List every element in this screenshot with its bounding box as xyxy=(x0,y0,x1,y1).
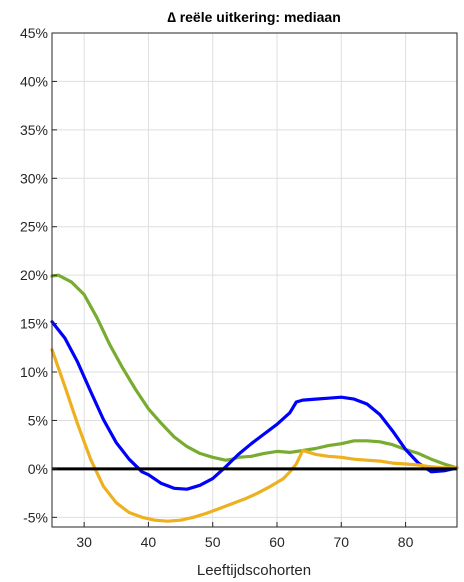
y-tick-label: 40% xyxy=(20,73,48,89)
x-tick-label: 40 xyxy=(141,534,157,550)
y-tick-label: 30% xyxy=(20,170,48,186)
series-line-2 xyxy=(50,320,459,491)
x-axis-label: Leeftijdscohorten xyxy=(197,562,311,579)
y-tick-label: 10% xyxy=(20,364,48,380)
axis-ticks: 45% 40% 35% 30% 25% 20% 15% 10% 5% 0% -5% 30 40 50 60 7… xyxy=(20,25,414,550)
y-tick-label: 25% xyxy=(20,219,48,235)
x-tick-label: 60 xyxy=(269,534,285,550)
series-line-3 xyxy=(50,348,459,523)
x-tick-label: 50 xyxy=(205,534,221,550)
y-tick-label: 20% xyxy=(20,267,48,283)
y-tick-label: 35% xyxy=(20,122,48,138)
x-tick-label: 70 xyxy=(333,534,349,550)
y-tick-label: 15% xyxy=(20,316,48,332)
grid xyxy=(52,32,457,527)
series-layer xyxy=(50,273,459,523)
y-tick-label: 45% xyxy=(20,25,48,41)
y-tick-label: -5% xyxy=(23,509,48,525)
series-line-1 xyxy=(50,273,459,470)
y-tick-label: 5% xyxy=(28,412,48,428)
x-tick-label: 30 xyxy=(76,534,92,550)
x-tick-label: 80 xyxy=(398,534,414,550)
chart-title: ∆ reële uitkering: mediaan xyxy=(167,9,341,25)
y-tick-label: 0% xyxy=(28,461,48,477)
axes-frame xyxy=(51,32,458,528)
